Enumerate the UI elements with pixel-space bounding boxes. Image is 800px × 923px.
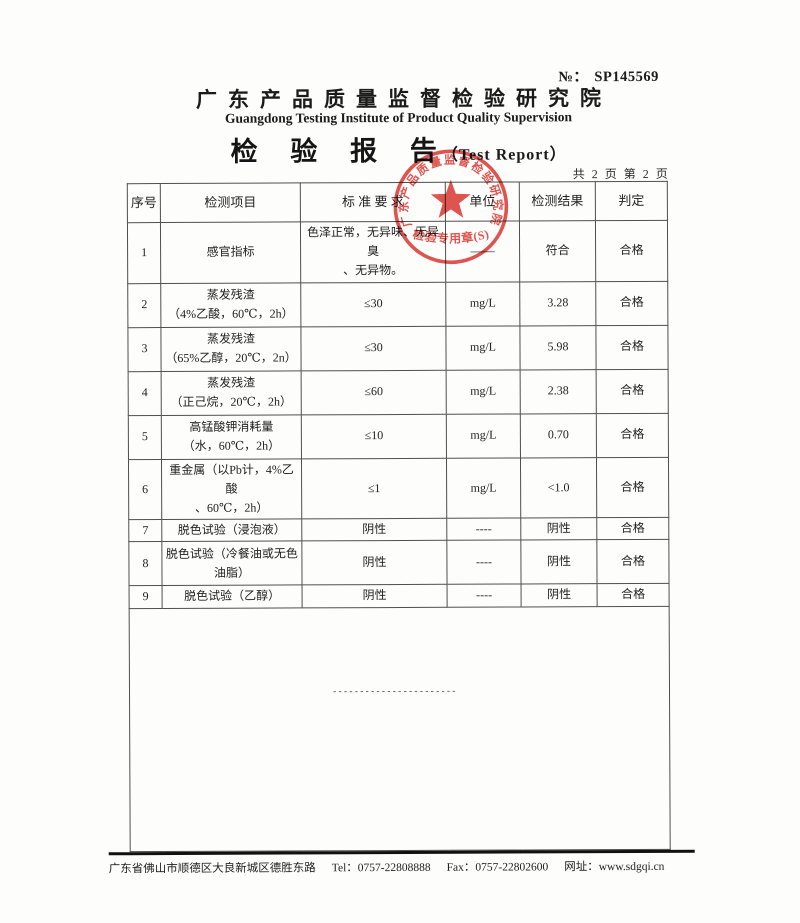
- cell-no: 4: [128, 371, 162, 416]
- cell-result: 阴性: [521, 583, 598, 607]
- cell-no: 5: [128, 415, 162, 460]
- cell-result: 阴性: [520, 539, 598, 585]
- cell-unit: mg/L: [445, 325, 521, 370]
- cell-result: 0.70: [520, 413, 597, 458]
- results-table: 序号 检测项目 标 准 要 求 单位 检测结果 判定 1 感官指标 色泽正常，无…: [127, 181, 671, 852]
- cell-result: 2.38: [520, 369, 597, 414]
- cell-unit: ----: [447, 584, 522, 607]
- cell-unit: mg/L: [445, 281, 520, 326]
- table-empty-row: [129, 605, 671, 852]
- cell-result: 3.28: [519, 281, 596, 326]
- col-header-standard: 标 准 要 求: [300, 182, 446, 222]
- cell-no: 1: [127, 222, 161, 284]
- footer-fax: Fax：0757-22802600: [446, 861, 549, 874]
- cell-judgment: 合格: [596, 517, 669, 540]
- cell-item: 蒸发残渣 （65%乙醇，20℃，2n）: [160, 326, 302, 372]
- cell-item: 脱色试验（乙醇）: [162, 585, 303, 609]
- cell-standard: ≤1: [301, 457, 447, 520]
- empty-area: [129, 605, 671, 852]
- cell-item: 脱色试验（浸泡液）: [161, 519, 302, 542]
- footer-address: 广东省佛山市顺德区大良新城区德胜东路: [108, 862, 316, 876]
- cell-item: 感官指标: [160, 221, 301, 284]
- cell-judgment: 合格: [597, 583, 670, 607]
- report-title-cn: 检 验 报 告: [230, 135, 450, 167]
- col-header-item: 检测项目: [160, 182, 301, 223]
- cell-standard: ≤30: [300, 325, 447, 371]
- cell-unit: mg/L: [446, 413, 521, 458]
- table-row: 2 蒸发残渣 （4%乙酸，60℃，2h） ≤30 mg/L 3.28 合格: [127, 280, 668, 328]
- cell-no: 6: [128, 459, 162, 520]
- cell-judgment: 合格: [595, 220, 668, 282]
- cell-item: 高锰酸钾消耗量 （水，60℃，2h）: [161, 414, 302, 460]
- dashed-divider: --------------------------------------: [331, 686, 457, 698]
- cell-standard: 阴性: [301, 540, 448, 586]
- cell-result: 阴性: [520, 517, 597, 541]
- col-header-no: 序号: [127, 183, 161, 223]
- col-header-result: 检测结果: [519, 181, 596, 221]
- cell-item: 蒸发残渣 （4%乙酸，60℃，2h）: [160, 282, 301, 328]
- table-row: 9 脱色试验（乙醇） 阴性 ---- 阴性 合格: [129, 583, 670, 609]
- cell-standard: 阴性: [302, 584, 448, 608]
- table-header-row: 序号 检测项目 标 准 要 求 单位 检测结果 判定: [127, 181, 668, 223]
- cell-judgment: 合格: [596, 456, 669, 518]
- cell-item: 脱色试验（冷餐油或无色 油脂）: [161, 541, 303, 586]
- col-header-judgment: 判定: [595, 181, 668, 221]
- table-row: 7 脱色试验（浸泡液） 阴性 ---- 阴性 合格: [128, 517, 669, 542]
- cell-unit: mg/L: [446, 457, 521, 519]
- table-row: 5 高锰酸钾消耗量 （水，60℃，2h） ≤10 mg/L 0.70 合格: [128, 412, 669, 460]
- cell-result: 5.98: [519, 325, 597, 370]
- cell-no: 7: [128, 519, 162, 542]
- cell-judgment: 合格: [595, 324, 669, 370]
- footer-tel: Tel：0757-22808888: [331, 861, 431, 875]
- cell-judgment: 合格: [596, 368, 669, 414]
- table-row: 3 蒸发残渣 （65%乙醇，20℃，2n） ≤30 mg/L 5.98 合格: [127, 324, 669, 372]
- table-row: 6 重金属（以Pb计，4%乙酸 、60℃，2h） ≤1 mg/L <1.0 合格: [128, 456, 669, 520]
- cell-unit: mg/L: [446, 369, 521, 414]
- cell-result: 符合: [519, 220, 596, 282]
- report-title-en: （Test Report）: [441, 146, 567, 164]
- cell-standard: ≤30: [300, 281, 446, 327]
- cell-standard: ≤60: [301, 369, 447, 415]
- table-row: 8 脱色试验（冷餐油或无色 油脂） 阴性 ---- 阴性 合格: [128, 539, 670, 586]
- cell-unit: ----: [446, 518, 521, 541]
- cell-standard: ≤10: [301, 413, 447, 459]
- table-row: 1 感官指标 色泽正常，无异味、无异臭 、无异物。 —— 符合 合格: [127, 220, 668, 284]
- table-row: 4 蒸发残渣 （正己烷，20℃，2h） ≤60 mg/L 2.38 合格: [128, 368, 669, 416]
- cell-result: <1.0: [520, 457, 597, 519]
- col-header-unit: 单位: [445, 181, 520, 222]
- cell-judgment: 合格: [596, 539, 670, 584]
- cell-judgment: 合格: [595, 280, 668, 326]
- cell-item: 重金属（以Pb计，4%乙酸 、60℃，2h）: [161, 458, 302, 520]
- cell-standard: 阴性: [301, 518, 447, 542]
- cell-no: 9: [129, 585, 163, 609]
- cell-no: 8: [128, 541, 163, 586]
- cell-unit: ——: [445, 220, 520, 282]
- cell-standard: 色泽正常，无异味、无异臭 、无异物。: [300, 221, 446, 283]
- cell-no: 3: [127, 327, 162, 372]
- cell-no: 2: [127, 283, 161, 328]
- footer: 广东省佛山市顺德区大良新城区德胜东路 Tel：0757-22808888 Fax…: [108, 849, 695, 877]
- institute-name-en: Guangdong Testing Institute of Product Q…: [224, 109, 573, 126]
- page-indicator: 共 2 页 第 2 页: [572, 166, 670, 182]
- cell-unit: ----: [446, 540, 522, 585]
- cell-judgment: 合格: [596, 412, 669, 458]
- cell-item: 蒸发残渣 （正己烷，20℃，2h）: [161, 370, 302, 416]
- footer-website: 网址：www.sdgqi.cn: [564, 860, 665, 874]
- report-title: 检 验 报 告（Test Report）: [0, 127, 799, 169]
